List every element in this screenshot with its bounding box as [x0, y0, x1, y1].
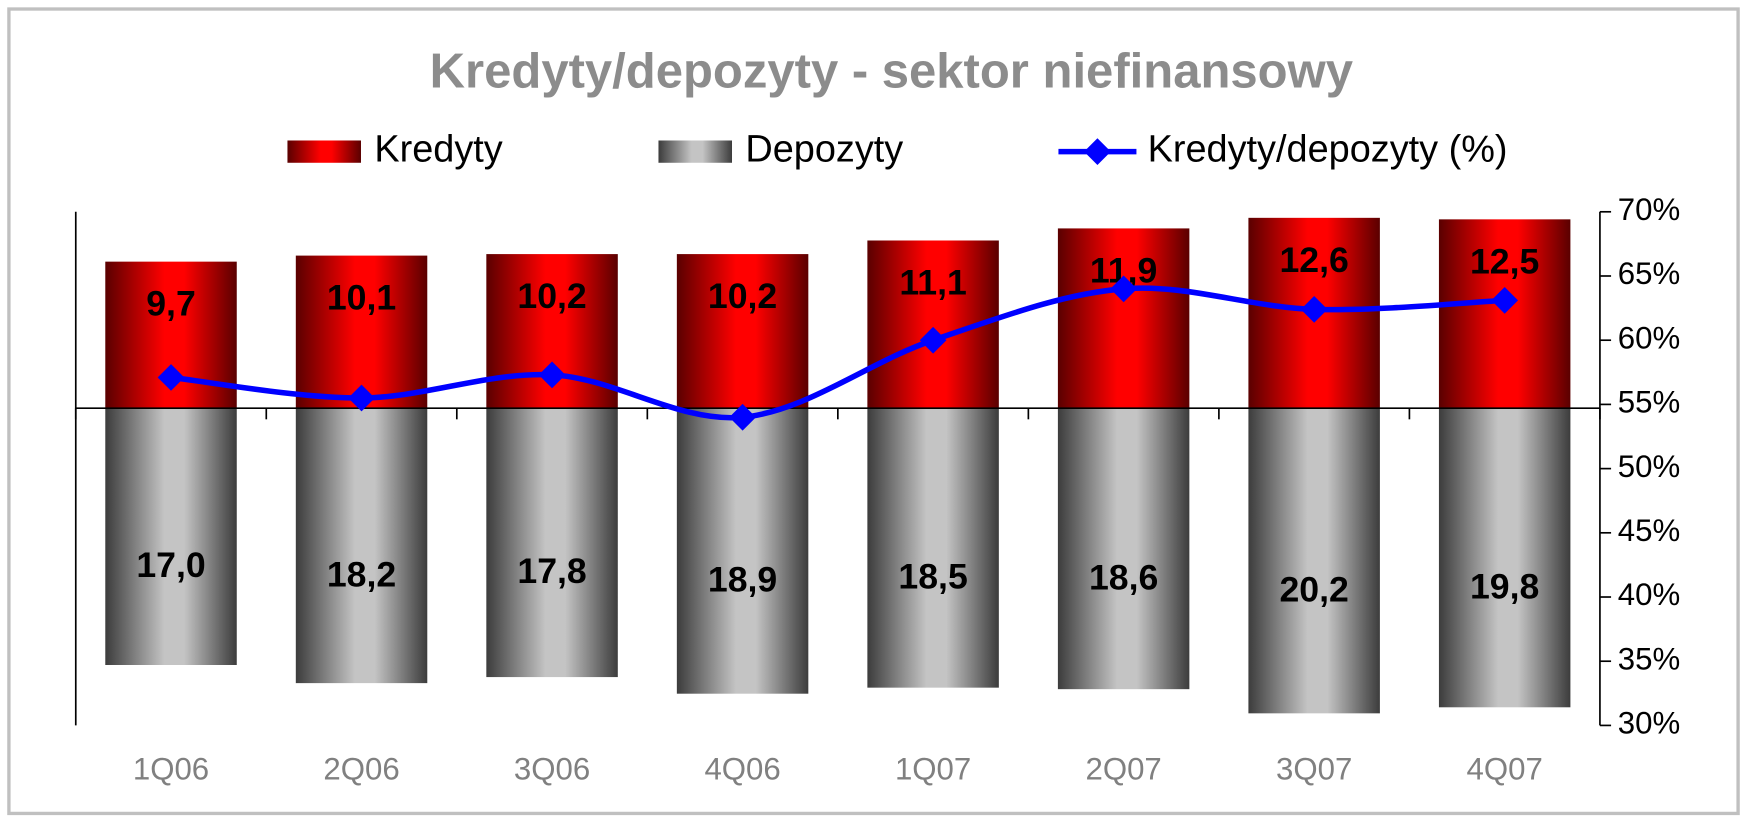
legend-marker: [1084, 138, 1111, 165]
data-label: 10,2: [517, 276, 586, 316]
ratio-marker: [919, 326, 947, 354]
bar: [295, 255, 428, 409]
data-label: 20,2: [1279, 569, 1348, 609]
y2-tick-label: 60%: [1618, 320, 1680, 355]
legend-label: Kredyty: [374, 129, 502, 171]
ratio-marker: [538, 361, 566, 389]
bar: [1057, 228, 1190, 409]
ratio-marker: [1491, 287, 1519, 314]
y2-tick-label: 40%: [1618, 577, 1680, 612]
bar: [1248, 408, 1380, 714]
legend-swatch: [287, 140, 361, 163]
y2-tick-label: 30%: [1618, 706, 1680, 741]
ratio-marker: [348, 384, 375, 412]
x-tick-label: 1Q07: [895, 751, 971, 786]
data-label: 11,1: [899, 262, 966, 302]
data-label: 18,5: [898, 557, 967, 597]
bar: [486, 408, 618, 678]
data-label: 9,7: [146, 284, 196, 324]
y2-tick-label: 35%: [1618, 641, 1680, 676]
y2-tick-label: 65%: [1618, 256, 1680, 291]
data-label: 17,0: [136, 545, 205, 585]
x-tick-label: 3Q06: [514, 751, 590, 786]
bar: [1057, 408, 1190, 690]
data-label: 12,5: [1470, 241, 1539, 281]
ratio-line: [170, 285, 1505, 421]
x-tick-label: 3Q07: [1276, 751, 1352, 786]
data-label: 12,6: [1279, 240, 1348, 280]
chart-title: Kredyty/depozyty - sektor niefinansowy: [430, 45, 1353, 99]
data-label: 10,2: [708, 276, 777, 316]
bar: [676, 254, 809, 409]
x-tick-label: 4Q07: [1467, 751, 1543, 786]
data-label: 19,8: [1470, 566, 1539, 606]
bar: [1438, 408, 1571, 708]
legend-label: Kredyty/depozyty (%): [1148, 129, 1508, 171]
x-tick-label: 2Q07: [1085, 751, 1161, 786]
bar: [295, 408, 428, 684]
ratio-marker: [157, 364, 185, 391]
data-label: 18,9: [708, 560, 777, 600]
y2-tick-label: 70%: [1618, 192, 1680, 227]
legend-swatch: [658, 140, 733, 163]
data-label: 18,2: [327, 554, 396, 594]
bar: [676, 408, 809, 694]
bar: [867, 408, 999, 688]
y2-tick-label: 45%: [1618, 513, 1680, 548]
data-label: 18,6: [1089, 557, 1158, 597]
y2-tick-label: 50%: [1618, 449, 1680, 484]
ratio-marker: [1300, 296, 1328, 323]
x-tick-label: 4Q06: [704, 751, 780, 786]
data-label: 10,1: [327, 278, 396, 318]
bar: [105, 408, 237, 665]
legend-label: Depozyty: [745, 129, 903, 171]
y2-tick-label: 55%: [1618, 385, 1680, 420]
x-tick-label: 1Q06: [133, 751, 209, 786]
data-label: 17,8: [517, 551, 586, 591]
x-tick-label: 2Q06: [323, 751, 399, 786]
